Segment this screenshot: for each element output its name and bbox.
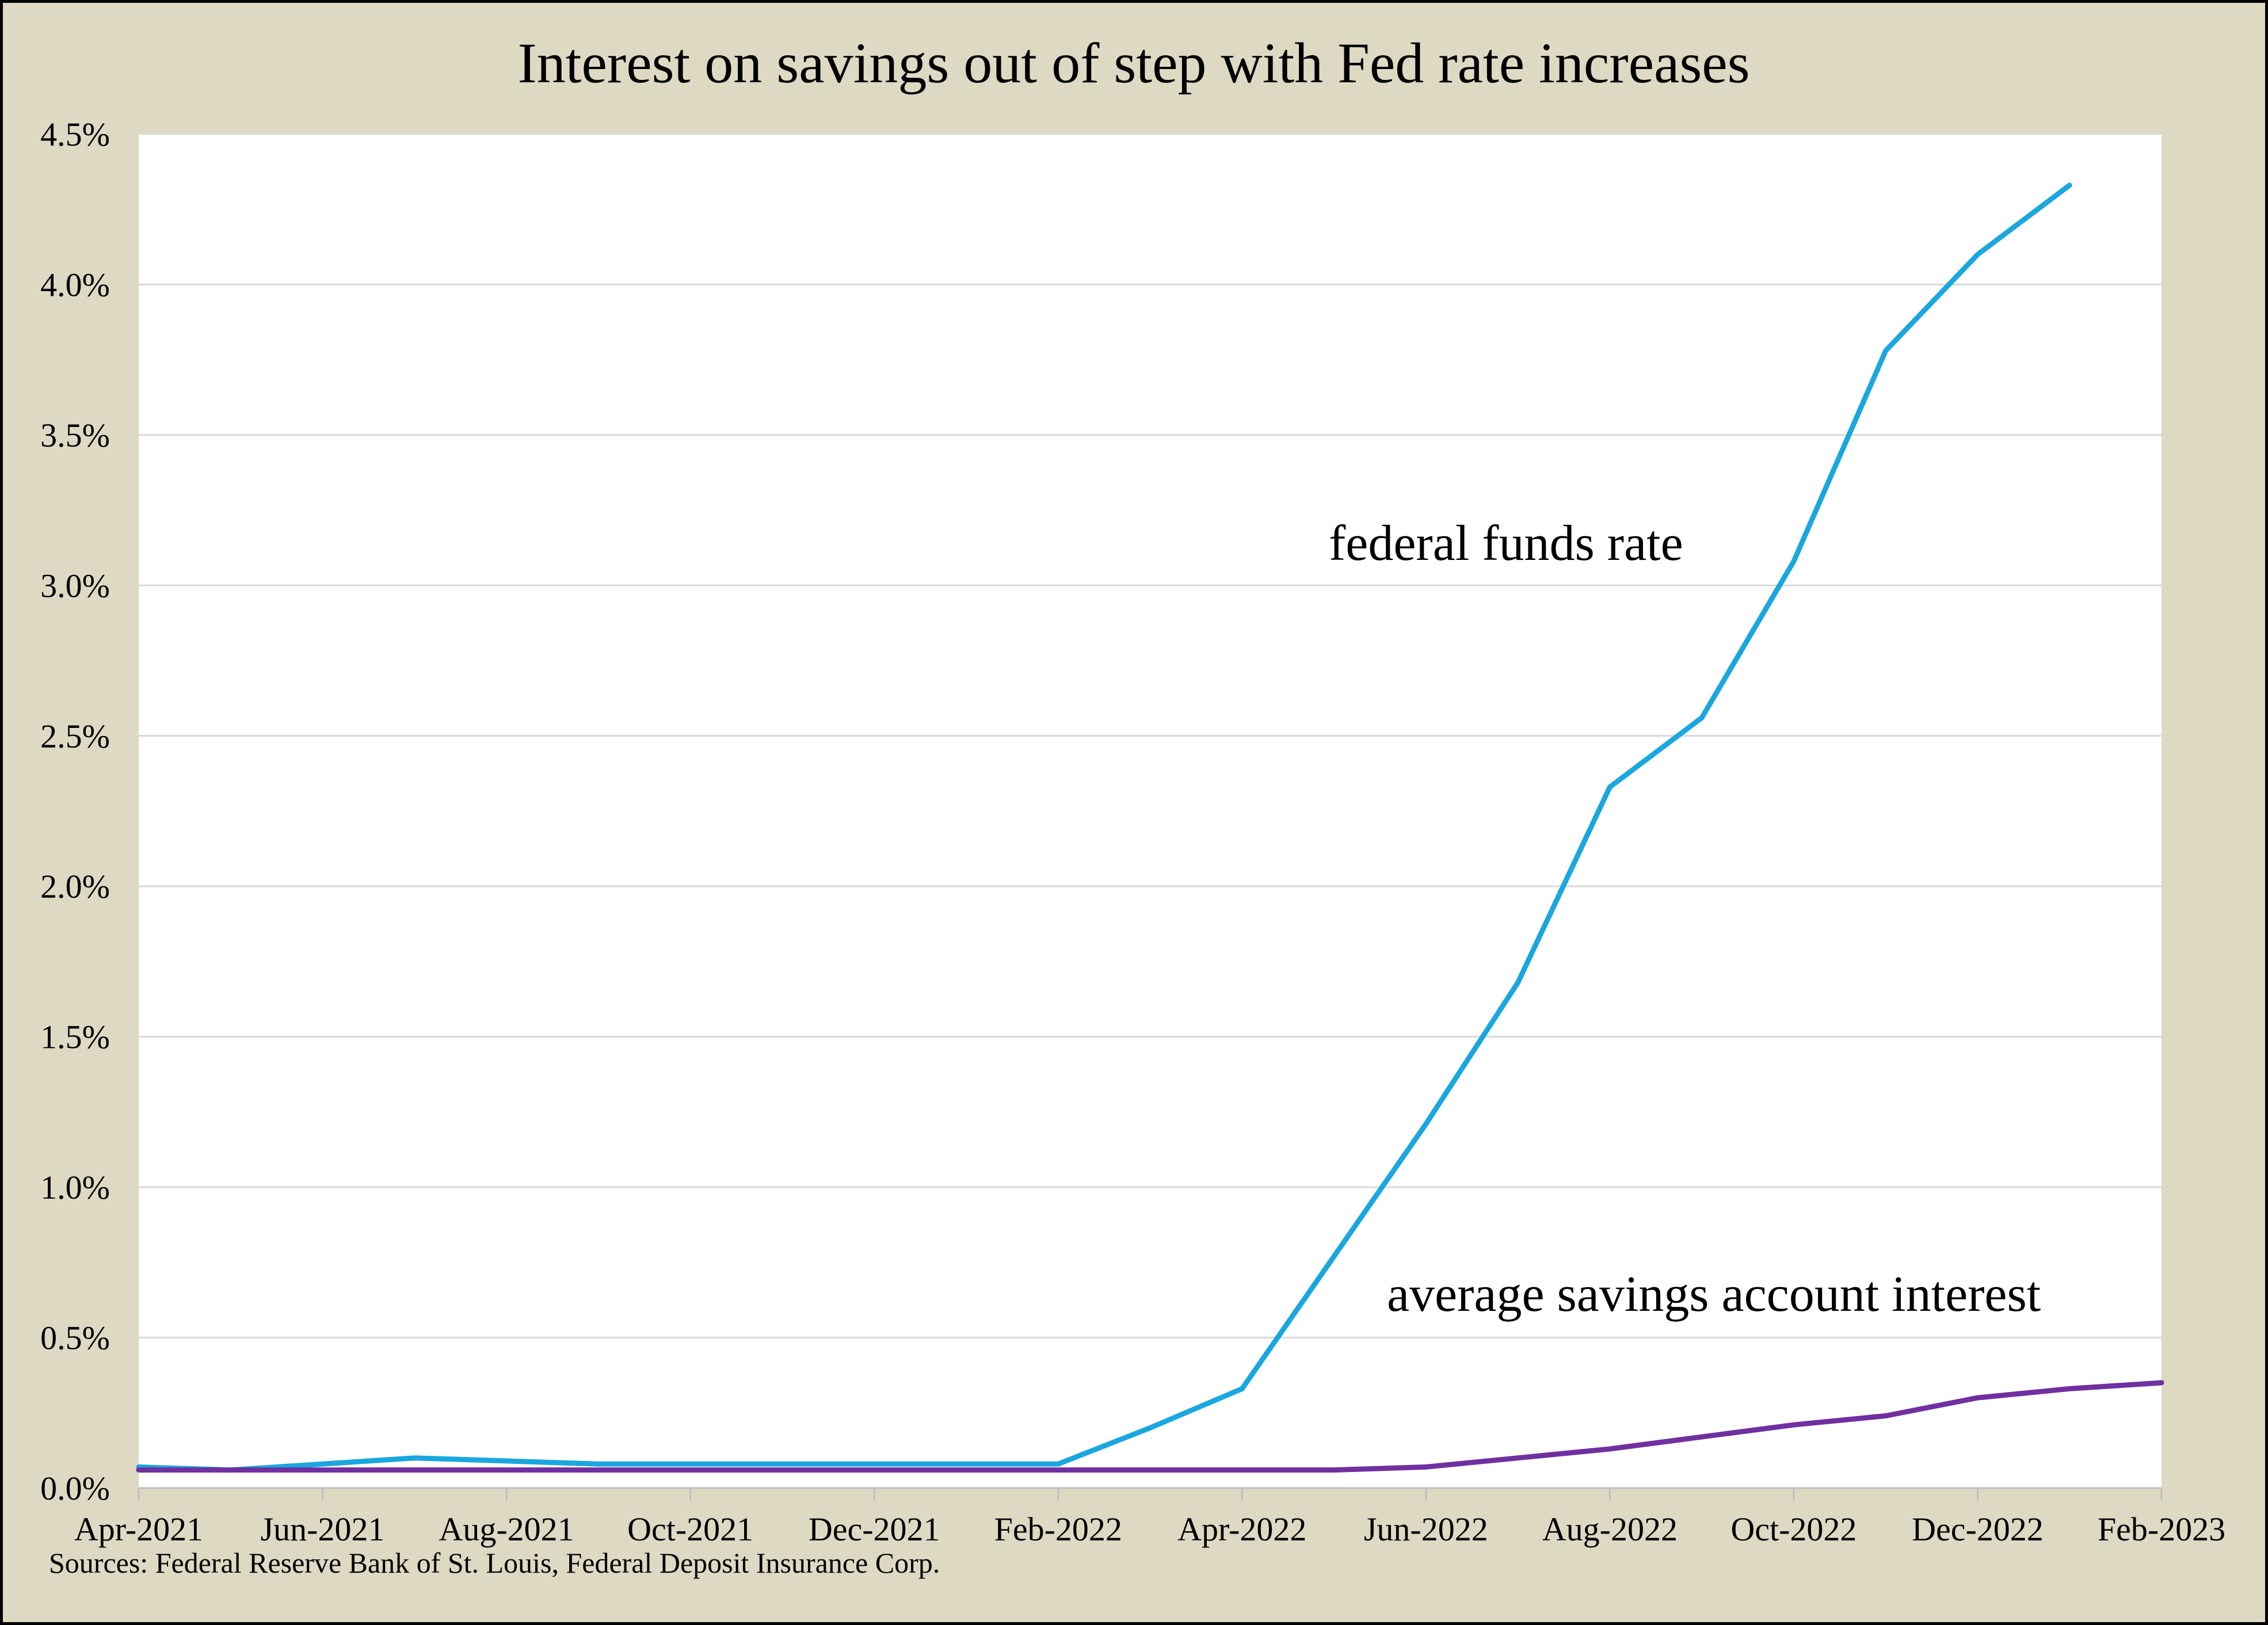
- y-tick-label: 4.5%: [40, 116, 110, 153]
- y-tick-label: 1.0%: [40, 1169, 110, 1206]
- chart-svg: Interest on savings out of step with Fed…: [40, 31, 2225, 1579]
- x-axis-ticks: Apr-2021 Jun-2021 Aug-2021 Oct-2021 Dec-2021…: [74, 1487, 2225, 1548]
- y-tick-label: 4.0%: [40, 266, 110, 303]
- federal-funds-rate-line: [136, 182, 2072, 1473]
- y-axis-ticks: 0.0% 0.5% 1.0% 1.5% 2.0% 2.5% 3.0% 3.5% 4.0% 4.5%: [40, 116, 110, 1507]
- x-tick-label: Oct-2021: [627, 1510, 753, 1548]
- x-tick-label: Apr-2021: [74, 1510, 203, 1548]
- y-tick-label: 2.0%: [40, 868, 110, 905]
- x-tick-label: Feb-2022: [994, 1510, 1122, 1548]
- source-note: Sources: Federal Reserve Bank of St. Lou…: [49, 1547, 940, 1579]
- chart-title: Interest on savings out of step with Fed…: [517, 31, 1749, 95]
- x-tick-label: Apr-2022: [1177, 1510, 1306, 1548]
- x-tick-label: Aug-2021: [439, 1510, 574, 1548]
- series-lines: [136, 182, 2164, 1473]
- x-tick-label: Dec-2022: [1912, 1510, 2044, 1548]
- y-tick-label: 2.5%: [40, 718, 110, 755]
- x-tick-label: Aug-2022: [1542, 1510, 1678, 1548]
- y-tick-label: 0.0%: [40, 1470, 110, 1507]
- annotation-federal-funds-rate: federal funds rate: [1329, 516, 1683, 571]
- gridlines: [139, 133, 2162, 1339]
- y-tick-label: 3.0%: [40, 567, 110, 604]
- x-tick-label: Jun-2022: [1364, 1510, 1488, 1548]
- y-tick-label: 0.5%: [40, 1319, 110, 1357]
- chart-frame: Interest on savings out of step with Fed…: [3, 3, 2265, 1622]
- annotation-average-savings-interest: average savings account interest: [1387, 1267, 2041, 1322]
- x-tick-label: Oct-2022: [1730, 1510, 1857, 1548]
- y-tick-label: 3.5%: [40, 417, 110, 454]
- average-savings-interest-line: [136, 1380, 2164, 1473]
- plot-area: [139, 134, 2162, 1488]
- x-tick-label: Jun-2021: [261, 1510, 385, 1548]
- x-tick-label: Dec-2021: [809, 1510, 940, 1548]
- y-tick-label: 1.5%: [40, 1019, 110, 1056]
- x-tick-label: Feb-2023: [2098, 1510, 2225, 1548]
